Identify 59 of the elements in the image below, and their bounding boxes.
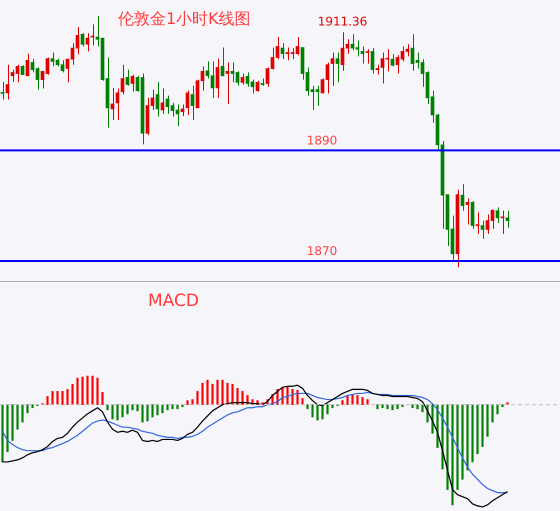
- bar: [96, 378, 99, 406]
- chart-title: MACD: [148, 291, 199, 311]
- candlestick: [470, 200, 474, 230]
- bar: [81, 376, 84, 406]
- candlestick: [216, 58, 220, 98]
- candlestick: [496, 206, 500, 224]
- candlestick: [476, 212, 480, 234]
- candlestick: [160, 88, 164, 114]
- bar: [11, 404, 14, 441]
- candlestick: [26, 53, 30, 77]
- bar: [206, 380, 209, 406]
- annotation: 1911.36: [318, 14, 368, 28]
- candlestick: [280, 42, 284, 60]
- bar: [91, 376, 94, 406]
- bar: [61, 391, 64, 406]
- bar: [486, 404, 489, 437]
- candlestick: [370, 48, 374, 74]
- bar: [311, 404, 314, 418]
- bar: [361, 397, 364, 406]
- bar: [471, 404, 474, 462]
- candlestick: [226, 62, 230, 104]
- bar: [16, 404, 19, 430]
- candlestick: [186, 90, 190, 116]
- bar: [116, 404, 119, 420]
- ref-line-label: 1890: [306, 134, 338, 148]
- bar: [481, 404, 484, 447]
- bar: [476, 404, 479, 454]
- candlestick: [130, 74, 134, 92]
- ref-line-label: 1870: [306, 244, 338, 258]
- bar: [111, 404, 114, 420]
- candlestick: [126, 69, 130, 86]
- candlestick: [256, 80, 260, 92]
- candlestick: [0, 81, 4, 100]
- candlestick: [390, 54, 394, 67]
- candlestick: [80, 32, 84, 47]
- candlestick: [480, 220, 484, 240]
- bar: [101, 392, 104, 406]
- candlestick: [500, 210, 504, 234]
- candlestick: [460, 184, 464, 212]
- bar: [491, 404, 494, 422]
- candlestick: [20, 64, 24, 76]
- bar: [201, 382, 204, 406]
- candlestick: [156, 81, 160, 118]
- text: 伦敦金1小时K线图: [118, 9, 251, 30]
- candlestick: [506, 210, 510, 228]
- bar: [21, 404, 24, 422]
- candlestick: [366, 48, 370, 64]
- candlestick: [466, 198, 470, 225]
- bar: [121, 404, 124, 418]
- candlestick: [220, 47, 224, 77]
- bar: [151, 404, 154, 418]
- bar: [46, 396, 49, 406]
- candlestick: [190, 85, 194, 120]
- bar: [146, 404, 149, 422]
- candlestick: [336, 52, 340, 83]
- bar: [141, 404, 144, 422]
- bar: [86, 376, 89, 406]
- candlestick: [240, 73, 244, 86]
- bar: [66, 389, 69, 406]
